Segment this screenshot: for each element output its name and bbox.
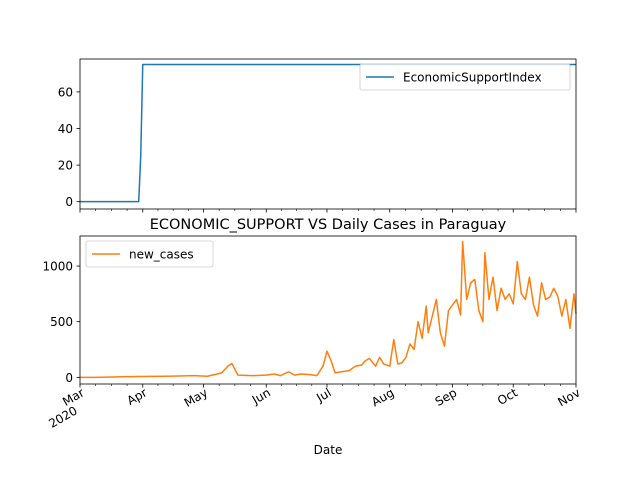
bottom-y-ticks: 0 500 1000 [42, 260, 80, 385]
economic-support-series [80, 63, 576, 203]
bottom-legend-box [85, 240, 214, 268]
top-legend: EconomicSupportIndex [359, 63, 571, 91]
y-tick-label: 500 [50, 315, 73, 329]
chart-title: ECONOMIC_SUPPORT VS Daily Cases in Parag… [150, 217, 507, 233]
top-legend-box [359, 63, 571, 91]
top-y-ticks: 0 20 40 60 [58, 85, 80, 209]
series-line-new_cases [80, 240, 577, 379]
top-x-ticks [79, 209, 577, 213]
new-cases-panel: ECONOMIC_SUPPORT VS Daily Cases in Parag… [42, 217, 582, 457]
y-tick-label: 1000 [42, 260, 73, 274]
y-tick-label: 0 [65, 195, 73, 209]
y-tick-label: 60 [58, 85, 73, 99]
top-legend-label: EconomicSupportIndex [403, 71, 542, 85]
bottom-axes-frame [79, 235, 577, 385]
y-tick-label: 0 [65, 371, 73, 385]
x-axis-label: Date [314, 443, 343, 457]
new-cases-series [80, 240, 577, 379]
top-axes-frame [79, 58, 577, 210]
economic-support-panel: 0 20 40 60 EconomicSupportIndex [58, 58, 577, 213]
y-tick-label: 40 [58, 122, 73, 136]
bottom-legend: new_cases [85, 240, 214, 268]
bottom-legend-label: new_cases [129, 248, 194, 262]
series-line-EconomicSupportIndex [80, 63, 576, 203]
y-tick-label: 20 [58, 159, 73, 173]
x-tick-label: Jul [313, 385, 333, 405]
